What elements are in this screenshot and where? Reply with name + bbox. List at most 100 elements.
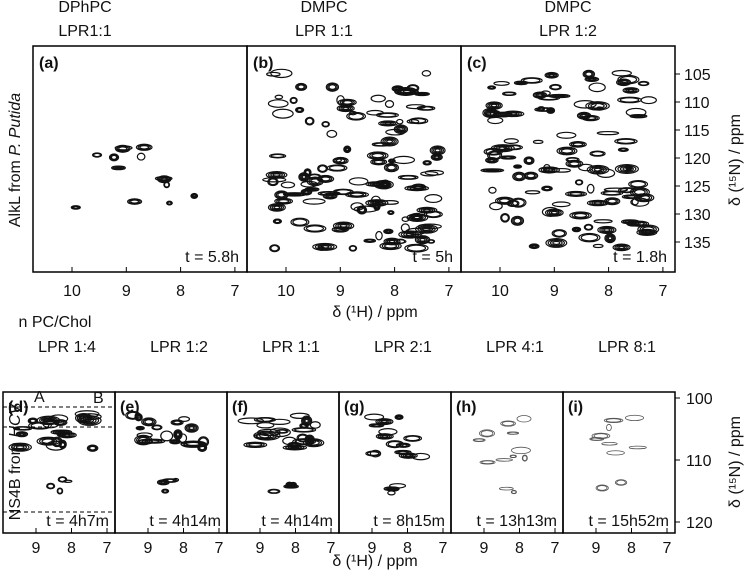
panel-title: LPR 1:2 — [150, 339, 208, 356]
contour — [411, 452, 431, 461]
contour — [569, 161, 580, 167]
panel-label: (g) — [344, 399, 364, 416]
contour — [304, 418, 309, 424]
contour — [625, 107, 647, 117]
contour — [290, 217, 310, 227]
contour — [381, 180, 390, 189]
contour — [72, 205, 79, 209]
contour — [485, 101, 503, 110]
contour — [377, 418, 392, 425]
y-axis-label: δ (¹⁵N) / ppm — [727, 114, 744, 206]
contour — [512, 171, 527, 182]
contour — [318, 165, 327, 173]
contour — [414, 235, 431, 245]
contour — [383, 237, 401, 246]
contour — [583, 223, 594, 231]
contour — [167, 201, 172, 205]
contour — [474, 438, 485, 442]
contour — [161, 177, 168, 182]
contours — [589, 414, 647, 456]
contour — [619, 75, 638, 84]
contour — [495, 145, 510, 151]
contour — [385, 440, 404, 449]
contour — [606, 423, 612, 432]
time-label: t = 4h7m — [46, 513, 109, 530]
contour — [407, 84, 419, 92]
contour — [28, 421, 52, 430]
contour — [327, 194, 333, 198]
x-tick-label: 8 — [176, 283, 185, 300]
contour — [188, 425, 195, 431]
contour — [300, 188, 313, 196]
contour — [606, 235, 614, 242]
contour — [298, 172, 310, 182]
contour — [510, 454, 517, 458]
contour — [596, 130, 620, 136]
row-label: AlkL from P. Putida — [7, 93, 24, 227]
contour — [556, 146, 578, 156]
contour — [342, 106, 350, 111]
contour — [500, 420, 516, 427]
contour — [406, 84, 420, 93]
contour — [259, 432, 275, 439]
contour — [630, 180, 647, 188]
contour — [341, 100, 353, 105]
contour — [373, 201, 381, 211]
contour — [135, 414, 142, 420]
contour — [59, 440, 67, 449]
contour — [267, 99, 289, 108]
contour — [287, 483, 292, 487]
contour — [8, 442, 32, 452]
contour — [318, 175, 333, 183]
contour — [532, 139, 544, 145]
annotation: B — [93, 390, 104, 407]
contour — [382, 181, 389, 188]
contour — [597, 107, 602, 111]
contour — [487, 150, 503, 161]
contour — [411, 212, 423, 221]
contour — [175, 432, 180, 437]
contour — [386, 164, 396, 171]
contour — [265, 170, 288, 179]
contour — [616, 138, 636, 144]
contour — [488, 111, 498, 117]
contour — [364, 413, 385, 421]
contour — [640, 230, 654, 235]
contour — [296, 83, 306, 91]
contour — [511, 490, 517, 494]
contour — [611, 69, 632, 77]
contour — [380, 179, 391, 190]
contour — [345, 147, 349, 152]
panel-title: LPR 1:2 — [539, 23, 597, 40]
contour — [297, 434, 308, 442]
contour — [603, 187, 629, 192]
contour — [108, 153, 120, 162]
contours — [8, 410, 102, 452]
contour — [135, 143, 153, 151]
contour — [335, 222, 353, 230]
contour — [419, 237, 426, 242]
time-label: t = 4h14m — [261, 513, 333, 530]
panel-label: (c) — [467, 55, 487, 72]
contour — [546, 107, 556, 114]
contour — [334, 157, 348, 164]
contour — [586, 164, 610, 175]
contour — [184, 423, 199, 433]
contour — [63, 479, 73, 483]
contour — [502, 110, 525, 118]
contour — [395, 87, 401, 91]
x-tick-label: 9 — [336, 283, 345, 300]
contour — [434, 155, 440, 159]
panel-frame — [460, 45, 676, 273]
y-tick-label: 120 — [686, 515, 713, 532]
contour — [380, 200, 399, 205]
y-tick-label: 110 — [684, 95, 710, 112]
x-tick-label: 8 — [291, 540, 300, 557]
contour — [389, 487, 397, 491]
contour — [343, 146, 351, 153]
contour — [302, 198, 326, 205]
contour — [381, 434, 389, 438]
x-tick-label: 9 — [368, 540, 377, 557]
contour — [592, 243, 604, 249]
contour — [418, 92, 426, 96]
